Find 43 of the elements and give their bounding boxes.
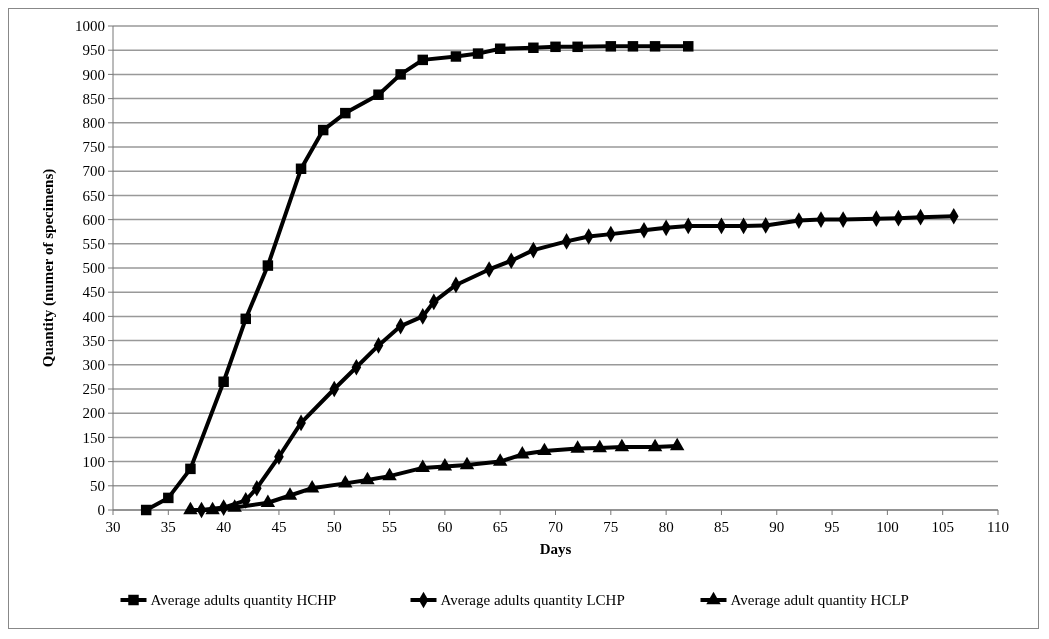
x-tick-label: 45 — [271, 519, 287, 535]
y-tick-label: 550 — [82, 236, 105, 253]
x-tick-label: 60 — [437, 519, 453, 535]
y-tick-label: 950 — [82, 42, 105, 59]
y-tick-label: 1000 — [75, 18, 105, 35]
y-tick-label: 500 — [82, 260, 105, 277]
x-tick-label: 105 — [931, 519, 954, 535]
y-tick-label: 0 — [97, 502, 105, 519]
x-tick-label: 95 — [824, 519, 840, 535]
x-tick-label: 55 — [382, 519, 398, 535]
y-tick-label: 900 — [82, 66, 105, 83]
x-tick-label: 30 — [105, 519, 121, 535]
legend-label: Average adults quantity HCHP — [150, 592, 337, 609]
x-tick-label: 65 — [492, 519, 508, 535]
y-tick-label: 450 — [82, 284, 105, 301]
x-tick-label: 40 — [216, 519, 232, 535]
y-tick-label: 350 — [82, 332, 105, 349]
y-tick-label: 800 — [82, 115, 105, 132]
y-axis-title: Quantity (numer of specimens) — [40, 168, 57, 368]
y-tick-label: 650 — [82, 187, 105, 204]
y-tick-label: 100 — [82, 453, 105, 470]
y-tick-label: 700 — [82, 163, 105, 180]
x-tick-label: 85 — [713, 519, 729, 535]
x-tick-label: 50 — [326, 519, 342, 535]
y-tick-label: 850 — [82, 90, 105, 107]
y-tick-label: 50 — [90, 478, 105, 495]
x-tick-label: 90 — [769, 519, 785, 535]
y-tick-label: 150 — [82, 429, 105, 446]
legend-label: Average adult quantity HCLP — [730, 592, 909, 609]
x-tick-label: 70 — [548, 519, 563, 535]
y-tick-label: 250 — [82, 381, 105, 398]
x-tick-label: 100 — [876, 519, 899, 535]
x-tick-label: 110 — [987, 519, 1009, 535]
y-tick-label: 750 — [82, 139, 105, 156]
x-tick-label: 35 — [160, 519, 176, 535]
y-tick-label: 300 — [82, 357, 105, 374]
legend-label: Average adults quantity LCHP — [440, 592, 625, 609]
x-tick-label: 75 — [603, 519, 619, 535]
x-tick-label: 80 — [658, 519, 674, 535]
y-tick-label: 600 — [82, 211, 105, 228]
y-tick-label: 200 — [82, 405, 105, 422]
y-tick-label: 400 — [82, 308, 105, 325]
x-axis-title: Days — [539, 541, 572, 557]
